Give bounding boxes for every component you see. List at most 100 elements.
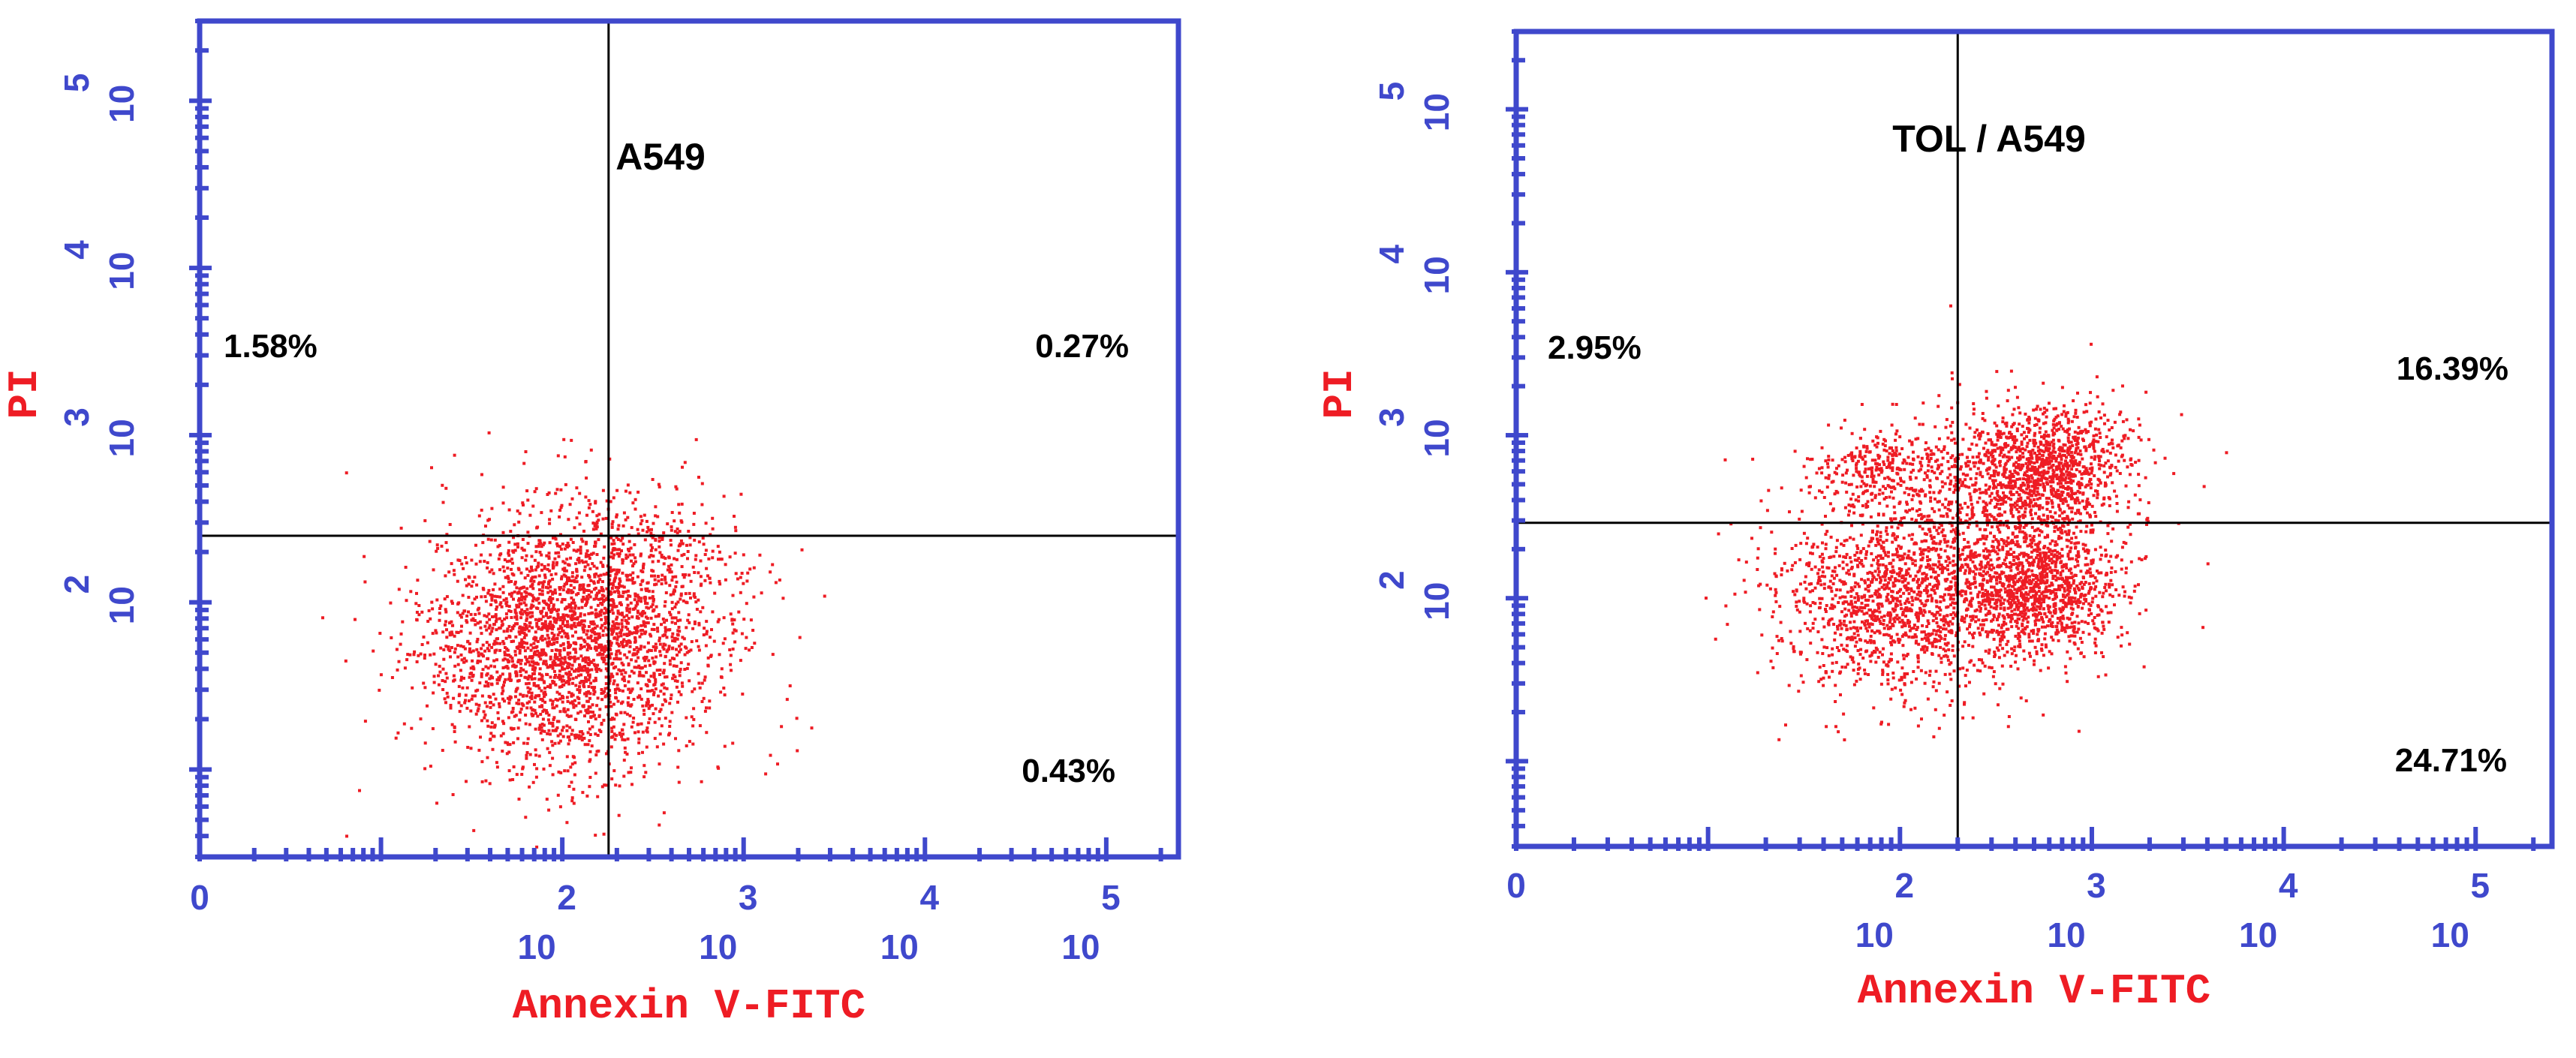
scatter-point (633, 543, 636, 546)
scatter-point (1876, 630, 1879, 633)
scatter-point (525, 670, 528, 674)
scatter-point (1817, 680, 1821, 684)
scatter-point (1811, 627, 1815, 630)
x-tick (646, 848, 652, 861)
scatter-point (697, 571, 700, 575)
scatter-point (1835, 646, 1839, 649)
scatter-point (1855, 446, 1858, 449)
scatter-point (1887, 633, 1891, 637)
scatter-point (518, 512, 522, 515)
scatter-point (1971, 506, 1975, 509)
scatter-point (632, 671, 636, 675)
scatter-point (1866, 572, 1870, 575)
scatter-point (471, 659, 474, 663)
scatter-point (621, 591, 625, 595)
scatter-point (2024, 617, 2028, 621)
scatter-point (702, 696, 706, 700)
scatter-point (653, 578, 657, 582)
scatter-point (670, 525, 673, 529)
scatter-point (2021, 628, 2025, 632)
scatter-point (610, 726, 614, 730)
scatter-point (647, 721, 651, 725)
scatter-point (582, 529, 585, 533)
scatter-point (491, 615, 494, 618)
x-tick (251, 848, 257, 861)
scatter-point (462, 660, 465, 664)
scatter-point (1979, 567, 1982, 571)
scatter-point (552, 718, 555, 721)
scatter-point (1932, 588, 1936, 592)
scatter-point (1985, 503, 1988, 506)
scatter-point (1863, 669, 1867, 672)
scatter-point (1924, 633, 1927, 637)
scatter-point (1863, 428, 1867, 431)
scatter-point (675, 580, 679, 584)
scatter-point (1856, 598, 1860, 602)
scatter-point (1845, 613, 1849, 617)
scatter-point (599, 610, 603, 614)
scatter-point (1807, 491, 1811, 494)
scatter-point (640, 518, 644, 522)
scatter-point (1928, 567, 1932, 571)
scatter-point (648, 555, 652, 559)
scatter-point (1845, 644, 1849, 648)
scatter-point (555, 657, 558, 660)
scatter-point (668, 720, 672, 723)
scatter-point (1863, 579, 1867, 583)
scatter-point (358, 789, 361, 792)
scatter-point (699, 559, 703, 563)
y-tick (195, 470, 209, 475)
scatter-point (623, 684, 627, 687)
scatter-point (621, 700, 624, 704)
scatter-point (573, 761, 577, 765)
scatter-point (588, 567, 592, 571)
scatter-point (524, 611, 528, 615)
scatter-point (588, 595, 592, 599)
scatter-point (626, 603, 630, 607)
scatter-point (490, 630, 494, 633)
scatter-point (628, 491, 632, 494)
scatter-point (519, 669, 522, 673)
scatter-point (415, 611, 419, 614)
scatter-point (1939, 626, 1943, 630)
scatter-point (658, 673, 661, 676)
scatter-point (505, 604, 509, 608)
scatter-point (708, 706, 712, 710)
scatter-point (1793, 561, 1797, 564)
scatter-point (441, 688, 445, 691)
scatter-point (438, 618, 441, 622)
scatter-point (637, 664, 641, 668)
x-tick (1158, 848, 1163, 861)
scatter-point (519, 645, 523, 649)
scatter-point (1882, 627, 1886, 630)
scatter-point (2013, 645, 2017, 649)
scatter-point (1846, 513, 1850, 517)
scatter-point (426, 641, 429, 645)
scatter-point (570, 624, 573, 628)
scatter-point (1988, 666, 1991, 669)
scatter-point (638, 672, 642, 676)
scatter-point (709, 581, 712, 585)
scatter-point (1867, 598, 1870, 602)
scatter-point (659, 708, 663, 711)
scatter-point (1920, 464, 1924, 467)
scatter-point (1898, 571, 1902, 575)
scatter-point (520, 702, 524, 705)
scatter-point (591, 658, 595, 662)
scatter-point (1898, 558, 1902, 561)
scatter-point (1885, 526, 1888, 530)
scatter-point (733, 640, 737, 644)
scatter-point (1952, 559, 1955, 563)
scatter-point (602, 832, 606, 836)
scatter-point (561, 642, 565, 646)
scatter-point (1798, 558, 1802, 561)
scatter-point (1905, 609, 1909, 612)
scatter-point (510, 591, 514, 595)
scatter-point (1850, 524, 1853, 527)
scatter-point (575, 486, 579, 490)
scatter-point (1891, 590, 1894, 594)
scatter-point (674, 485, 678, 488)
scatter-point (621, 625, 624, 629)
scatter-point (604, 608, 608, 612)
scatter-point (1921, 624, 1924, 627)
